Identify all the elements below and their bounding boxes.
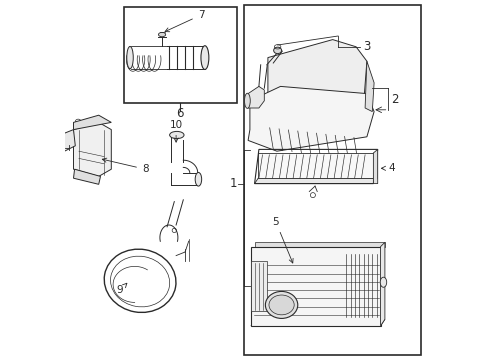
Text: 9: 9	[117, 283, 126, 296]
Polygon shape	[254, 178, 376, 184]
Text: 1: 1	[229, 177, 237, 190]
Text: 7: 7	[165, 10, 204, 32]
Polygon shape	[255, 242, 384, 247]
Ellipse shape	[265, 292, 297, 319]
Bar	[244, 5, 420, 355]
Polygon shape	[250, 261, 266, 311]
Ellipse shape	[195, 172, 201, 186]
Polygon shape	[267, 40, 366, 124]
Text: 4: 4	[381, 163, 394, 173]
Text: 2: 2	[390, 93, 398, 105]
Polygon shape	[73, 115, 111, 130]
Ellipse shape	[244, 93, 250, 108]
Ellipse shape	[268, 295, 294, 315]
Ellipse shape	[201, 46, 208, 69]
Polygon shape	[73, 169, 101, 184]
Bar	[123, 7, 237, 103]
Polygon shape	[247, 86, 373, 151]
Ellipse shape	[126, 46, 133, 69]
Polygon shape	[365, 61, 373, 112]
Polygon shape	[380, 242, 384, 326]
Polygon shape	[250, 247, 380, 326]
Text: 6: 6	[176, 107, 183, 120]
Polygon shape	[73, 122, 111, 176]
Text: 8: 8	[102, 158, 148, 174]
Polygon shape	[250, 319, 384, 326]
Ellipse shape	[273, 47, 281, 54]
Polygon shape	[64, 130, 75, 151]
Ellipse shape	[158, 32, 165, 37]
Polygon shape	[258, 153, 376, 178]
Text: 10: 10	[169, 120, 183, 142]
Ellipse shape	[169, 131, 183, 139]
Polygon shape	[373, 149, 377, 184]
Ellipse shape	[380, 277, 386, 287]
Text: 3: 3	[363, 40, 370, 53]
Text: 5: 5	[272, 217, 292, 263]
Polygon shape	[247, 86, 264, 108]
